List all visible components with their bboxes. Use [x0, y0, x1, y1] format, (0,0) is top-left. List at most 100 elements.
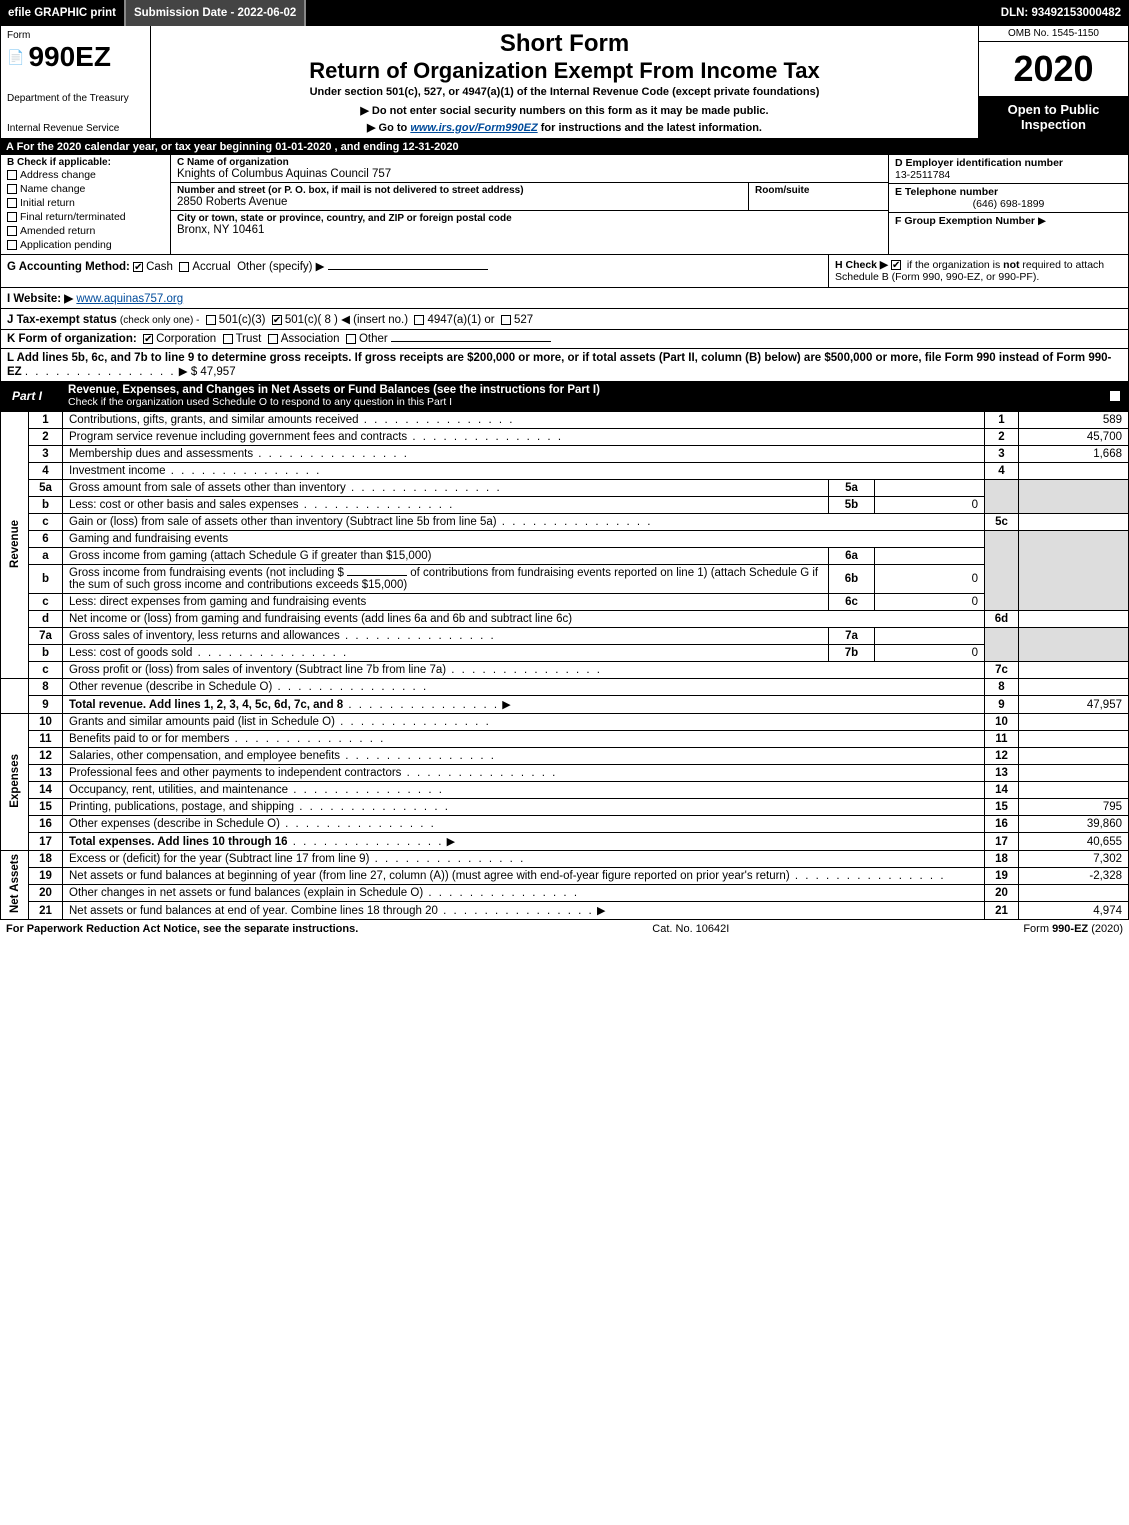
sheet-icon: 📄	[7, 49, 24, 66]
ssn-note: ▶ Do not enter social security numbers o…	[360, 104, 768, 117]
i-website-link[interactable]: www.aquinas757.org	[76, 293, 183, 305]
j-527: 527	[514, 314, 533, 326]
city-value: Bronx, NY 10461	[177, 224, 882, 236]
table-row: b Gross income from fundraising events (…	[1, 565, 1129, 594]
org-name-cell: C Name of organization Knights of Columb…	[171, 155, 888, 182]
part1-schedule-o-checkbox[interactable]	[1103, 390, 1129, 402]
form-header-mid: Short Form Return of Organization Exempt…	[151, 26, 978, 138]
table-row: 5a Gross amount from sale of assets othe…	[1, 480, 1129, 497]
l-amount: ▶ $ 47,957	[179, 366, 236, 378]
part1-title: Revenue, Expenses, and Changes in Net As…	[62, 381, 1095, 411]
table-row: 2 Program service revenue including gove…	[1, 429, 1129, 446]
group-label: F Group Exemption Number	[895, 215, 1035, 227]
table-row: 20 Other changes in net assets or fund b…	[1, 885, 1129, 902]
org-city-cell: City or town, state or province, country…	[171, 211, 888, 238]
tax-year: 2020	[979, 42, 1128, 96]
line-no: 1	[29, 412, 63, 429]
table-row: 14 Occupancy, rent, utilities, and maint…	[1, 782, 1129, 799]
table-row: c Gain or (loss) from sale of assets oth…	[1, 514, 1129, 531]
b-header: B Check if applicable:	[7, 157, 164, 168]
cb-corporation[interactable]	[143, 334, 153, 344]
dln-label: DLN: 93492153000482	[993, 0, 1129, 26]
cb-amended-return[interactable]: Amended return	[7, 224, 164, 238]
footer-left: For Paperwork Reduction Act Notice, see …	[6, 923, 358, 935]
cb-final-return[interactable]: Final return/terminated	[7, 210, 164, 224]
main-title: Return of Organization Exempt From Incom…	[309, 58, 820, 84]
form-header-right: OMB No. 1545-1150 2020 Open to Public In…	[978, 26, 1128, 138]
org-name-label: C Name of organization	[177, 157, 882, 168]
table-row: c Less: direct expenses from gaming and …	[1, 594, 1129, 611]
room-cell: Room/suite	[748, 183, 888, 210]
h-schedule-b: H Check ▶ if the organization is not req…	[828, 255, 1128, 287]
l-gross-receipts-row: L Add lines 5b, 6c, and 7b to line 9 to …	[0, 349, 1129, 381]
goto-link[interactable]: www.irs.gov/Form990EZ	[410, 122, 537, 134]
tel-cell: E Telephone number (646) 698-1899	[889, 184, 1128, 213]
table-row: d Net income or (loss) from gaming and f…	[1, 611, 1129, 628]
h-text2: if the organization is	[907, 259, 1003, 271]
tel-value: (646) 698-1899	[895, 198, 1122, 210]
k-label: K Form of organization:	[7, 333, 137, 345]
group-exemption-cell: F Group Exemption Number ▶	[889, 213, 1128, 229]
table-row: 15 Printing, publications, postage, and …	[1, 799, 1129, 816]
group-arrow: ▶	[1038, 215, 1046, 227]
g-other-line[interactable]	[328, 269, 488, 270]
k-other: Other	[359, 333, 388, 345]
table-row: 3 Membership dues and assessments 3 1,66…	[1, 446, 1129, 463]
table-row: b Less: cost or other basis and sales ex…	[1, 497, 1129, 514]
cb-4947[interactable]	[414, 315, 424, 325]
table-row: 21 Net assets or fund balances at end of…	[1, 902, 1129, 920]
topbar-spacer	[306, 0, 992, 26]
cb-cash[interactable]	[133, 262, 143, 272]
form-number: 📄 990EZ	[7, 41, 144, 73]
cb-application-pending[interactable]: Application pending	[7, 238, 164, 252]
omb-number: OMB No. 1545-1150	[979, 26, 1128, 42]
table-row: Net Assets 18 Excess or (deficit) for th…	[1, 851, 1129, 868]
efile-label: efile GRAPHIC print	[0, 0, 124, 26]
table-row: 11 Benefits paid to or for members 11	[1, 731, 1129, 748]
top-bar: efile GRAPHIC print Submission Date - 20…	[0, 0, 1129, 26]
part1-tab: Part I	[0, 386, 54, 406]
k-other-line[interactable]	[391, 341, 551, 342]
street-label: Number and street (or P. O. box, if mail…	[177, 185, 742, 196]
l-dots	[25, 366, 176, 378]
banner-a-taxyear: A For the 2020 calendar year, or tax yea…	[0, 139, 1129, 155]
g-other: Other (specify) ▶	[237, 261, 324, 273]
form-word: Form	[7, 30, 144, 41]
cb-schedule-b[interactable]	[891, 260, 901, 270]
table-row: 7a Gross sales of inventory, less return…	[1, 628, 1129, 645]
table-row: c Gross profit or (loss) from sales of i…	[1, 662, 1129, 679]
side-netassets: Net Assets	[1, 851, 29, 920]
cb-address-change[interactable]: Address change	[7, 168, 164, 182]
org-details: C Name of organization Knights of Columb…	[171, 155, 888, 254]
j-tax-exempt-row: J Tax-exempt status (check only one) - 5…	[0, 309, 1129, 330]
j-501c3: 501(c)(3)	[219, 314, 266, 326]
cb-name-change[interactable]: Name change	[7, 182, 164, 196]
table-row: 12 Salaries, other compensation, and emp…	[1, 748, 1129, 765]
g-accrual: Accrual	[192, 261, 230, 273]
check-if-applicable: B Check if applicable: Address change Na…	[1, 155, 171, 254]
table-row: Revenue 1 Contributions, gifts, grants, …	[1, 412, 1129, 429]
cb-other-org[interactable]	[346, 334, 356, 344]
revenue-table: Revenue 1 Contributions, gifts, grants, …	[0, 411, 1129, 920]
cb-501c[interactable]	[272, 315, 282, 325]
table-row: Expenses 10 Grants and similar amounts p…	[1, 714, 1129, 731]
line-col: 1	[985, 412, 1019, 429]
cb-trust[interactable]	[223, 334, 233, 344]
footer-right: Form 990-EZ (2020)	[1023, 923, 1123, 935]
table-row: b Less: cost of goods sold 7b 0	[1, 645, 1129, 662]
i-label: I Website: ▶	[7, 293, 73, 305]
cb-accrual[interactable]	[179, 262, 189, 272]
cb-501c3[interactable]	[206, 315, 216, 325]
short-form-title: Short Form	[500, 30, 629, 58]
j-label: J Tax-exempt status	[7, 314, 117, 326]
table-row: 8 Other revenue (describe in Schedule O)…	[1, 679, 1129, 696]
cb-association[interactable]	[268, 334, 278, 344]
cb-527[interactable]	[501, 315, 511, 325]
street-value: 2850 Roberts Avenue	[177, 196, 742, 208]
right-ids: D Employer identification number 13-2511…	[888, 155, 1128, 254]
k-corporation: Corporation	[156, 333, 216, 345]
table-row: 19 Net assets or fund balances at beginn…	[1, 868, 1129, 885]
submission-date: Submission Date - 2022-06-02	[124, 0, 306, 26]
side-expenses: Expenses	[1, 714, 29, 851]
cb-initial-return[interactable]: Initial return	[7, 196, 164, 210]
